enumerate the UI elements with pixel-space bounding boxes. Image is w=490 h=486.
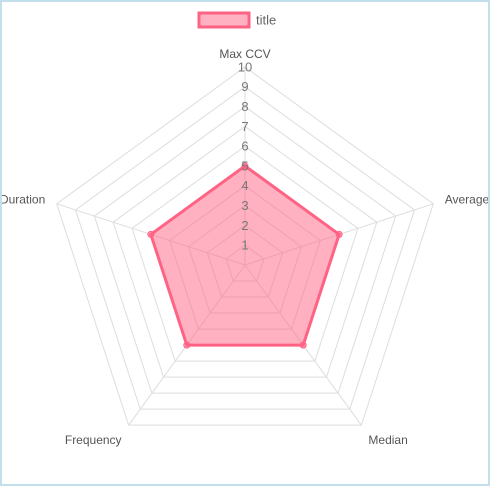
legend-label: title [256, 12, 276, 27]
r-tick-label: 8 [241, 99, 248, 114]
grid-line [131, 145, 359, 362]
data-point [299, 341, 307, 349]
axis-label: Average [445, 192, 488, 206]
axis-label: Max CCV [219, 47, 270, 61]
r-tick-label: 10 [238, 59, 252, 74]
axis-label: Median [368, 433, 407, 447]
r-tick-label: 1 [241, 238, 248, 253]
r-tick-label: 6 [241, 139, 248, 154]
axis-label: Duration [2, 192, 45, 206]
r-tick-label: 9 [241, 79, 248, 94]
data-point [241, 162, 249, 170]
grid-line [74, 86, 416, 410]
axis-label: Frequency [65, 433, 122, 447]
legend-swatch [197, 11, 251, 29]
grid-line [56, 66, 434, 426]
r-tick-label: 4 [241, 178, 248, 193]
series-area [149, 164, 341, 347]
r-tick-label: 2 [241, 218, 248, 233]
grid-line [112, 125, 378, 378]
data-point [147, 230, 155, 238]
r-tick-label: 3 [241, 198, 248, 213]
data-point [183, 341, 191, 349]
data-point [335, 230, 343, 238]
grid-line [93, 105, 397, 394]
r-tick-label: 5 [241, 158, 248, 173]
r-tick-label: 7 [241, 119, 248, 134]
